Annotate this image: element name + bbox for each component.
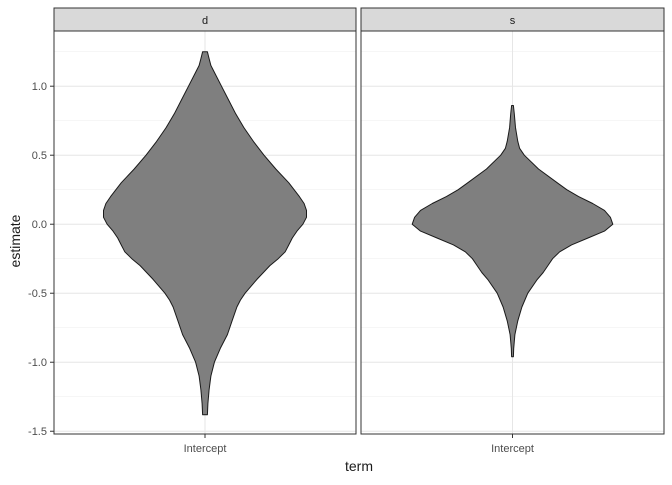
x-axis-label: term [345, 458, 373, 474]
facet-panel-d: d Intercept [53, 7, 357, 455]
violin-s [411, 105, 614, 358]
facet-panel-s: s Intercept [360, 7, 665, 455]
x-tick-label: Intercept [184, 443, 227, 455]
y-tick-label: -1.0 [28, 357, 47, 369]
y-axis-label: estimate [7, 214, 23, 267]
y-tick-label: 0.0 [32, 219, 47, 231]
y-tick-label: 1.0 [32, 81, 47, 93]
facet-strip-label: d [202, 15, 208, 27]
y-tick-label: -1.5 [28, 426, 47, 438]
facet-strip-label: s [510, 15, 516, 27]
y-tick-label: -0.5 [28, 288, 47, 300]
violin-d [103, 51, 307, 416]
x-tick-label: Intercept [491, 443, 534, 455]
y-tick-label: 0.5 [32, 150, 47, 162]
